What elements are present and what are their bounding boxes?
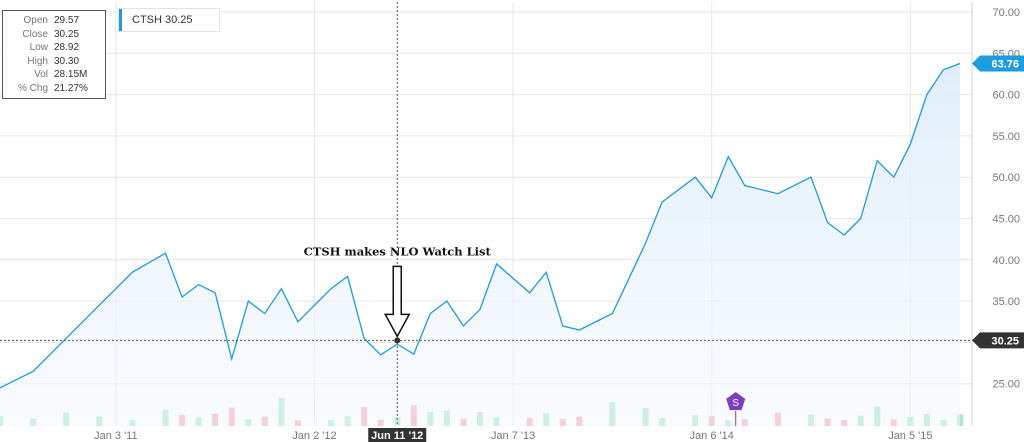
ohlc-value: 28.15M bbox=[54, 69, 88, 80]
watch-list-annotation: CTSH makes NLO Watch List bbox=[304, 245, 492, 338]
y-tick-label: 70.00 bbox=[992, 7, 1020, 19]
y-tick-label: 55.00 bbox=[992, 131, 1020, 143]
y-tick-label: 45.00 bbox=[992, 214, 1020, 226]
crosshair: Jun 11 '12 bbox=[0, 2, 972, 442]
ohlc-row: Open 29.57 bbox=[3, 14, 105, 28]
x-tick-label: Jan 6 '14 bbox=[690, 430, 734, 442]
ohlc-value: 30.30 bbox=[54, 55, 80, 67]
ohlc-row: % Chg 21.27% bbox=[3, 82, 105, 96]
ohlc-label: High bbox=[27, 55, 48, 67]
ohlc-label: Close bbox=[22, 28, 48, 40]
y-tick-label: 40.00 bbox=[992, 255, 1020, 267]
x-axis-ticks: Jan 3 '11 Jan 2 '12 Jan 7 '13 Jan 6 '14 Jan … bbox=[94, 430, 932, 442]
x-tick-label: Jan 5 '15 bbox=[888, 430, 932, 442]
ohlc-row: Low 28.92 bbox=[3, 41, 105, 55]
ohlc-label: % Chg bbox=[17, 82, 48, 94]
last-value-badge-shape bbox=[972, 55, 1024, 72]
crosshair-date-badge bbox=[368, 428, 427, 442]
legend-swatch bbox=[119, 9, 122, 31]
x-tick-label: Jan 7 '13 bbox=[491, 430, 535, 442]
ohlc-value: 29.57 bbox=[54, 15, 80, 26]
ohlc-label: Open bbox=[23, 15, 48, 26]
legend-label: CTSH 30.25 bbox=[132, 14, 193, 26]
y-tick-label: 50.00 bbox=[992, 172, 1020, 184]
ohlc-label: Vol bbox=[34, 69, 48, 80]
last-value-badge-label: 63.76 bbox=[991, 59, 1019, 71]
split-marker[interactable]: S bbox=[726, 392, 746, 426]
crosshair-point bbox=[394, 337, 401, 344]
crosshair-value-badge-shape bbox=[972, 332, 1024, 349]
crosshair-value-badge-label: 30.25 bbox=[991, 335, 1019, 347]
price-area bbox=[0, 63, 960, 426]
y-tick-label: 60.00 bbox=[992, 90, 1020, 102]
ohlc-tooltip: Open 29.57 Close 30.25 Low 28.92 High 30.30 Vol 2… bbox=[2, 10, 106, 99]
ohlc-row: High 30.30 bbox=[3, 55, 105, 69]
ohlc-value: 21.27% bbox=[54, 82, 88, 94]
y-axis-ticks: 25.0030.0035.0040.0045.0050.0055.0060.00… bbox=[992, 7, 1020, 391]
ohlc-label: Low bbox=[29, 42, 48, 53]
y-tick-label: 25.00 bbox=[992, 379, 1020, 391]
x-tick-label: Jan 2 '12 bbox=[292, 430, 336, 442]
y-tick-label: 35.00 bbox=[992, 296, 1020, 308]
series-legend[interactable]: CTSH 30.25 bbox=[118, 8, 220, 32]
ohlc-value: 30.25 bbox=[54, 28, 80, 40]
ohlc-value: 28.92 bbox=[54, 42, 80, 53]
annotation-text: CTSH makes NLO Watch List bbox=[304, 245, 492, 259]
annotation-arrow bbox=[383, 265, 411, 338]
ohlc-row: Close 30.25 bbox=[3, 28, 105, 42]
split-marker-label: S bbox=[732, 398, 739, 409]
x-tick-label: Jan 3 '11 bbox=[94, 430, 137, 442]
ohlc-row: Vol 28.15M bbox=[3, 68, 105, 82]
split-marker-shape bbox=[726, 392, 746, 411]
crosshair-date-label: Jun 11 '12 bbox=[371, 430, 423, 442]
